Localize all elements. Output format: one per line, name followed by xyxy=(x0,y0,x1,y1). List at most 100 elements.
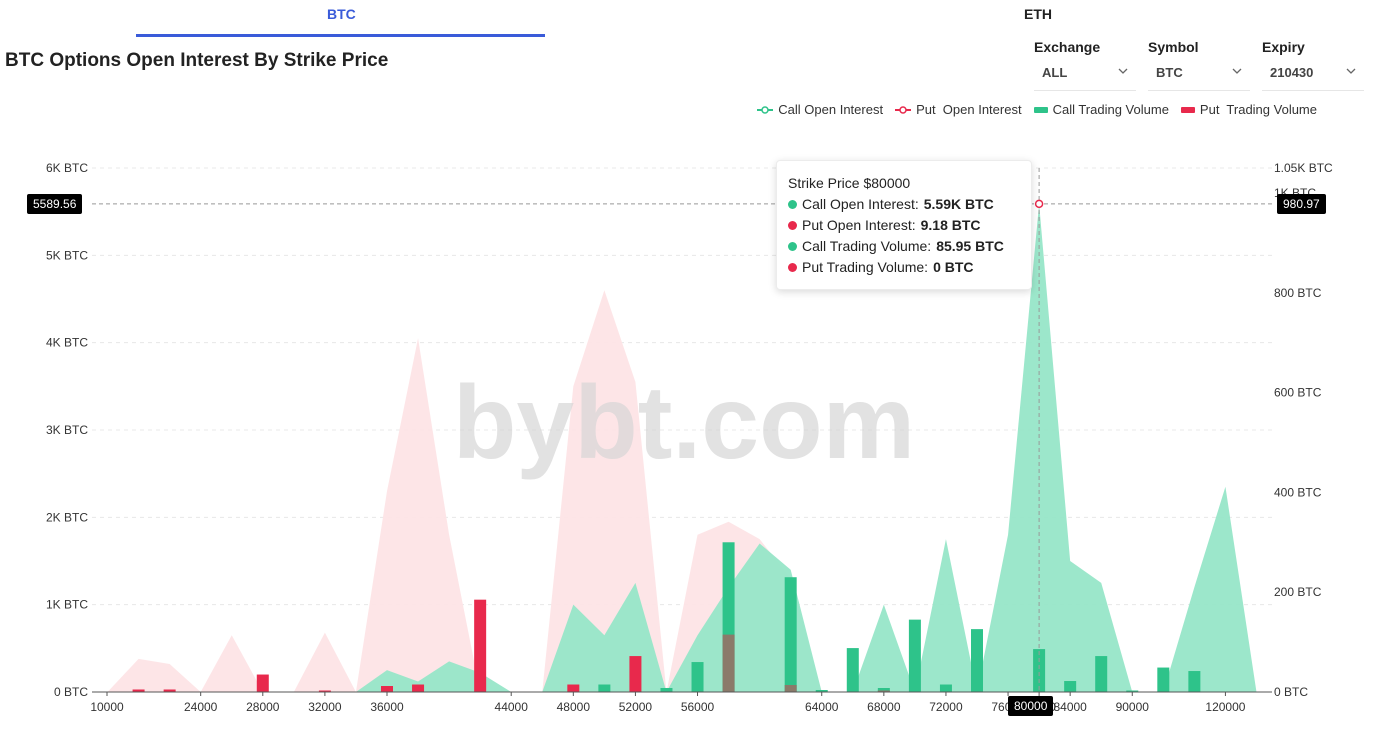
watermark: bybt.com xyxy=(453,365,915,481)
symbol-value: BTC xyxy=(1156,65,1183,80)
legend-call-volume-label: Call Trading Volume xyxy=(1052,102,1169,117)
legend-put-volume-label: Put Trading Volume xyxy=(1199,102,1317,117)
call-open-interest-area xyxy=(107,203,1257,692)
tooltip-value: 5.59K BTC xyxy=(923,196,994,212)
right-axis-tick-label: 600 BTC xyxy=(1274,386,1322,400)
put-volume-bar xyxy=(784,685,797,692)
x-axis-tick-label: 56000 xyxy=(681,700,715,714)
tab-btc[interactable]: BTC xyxy=(327,6,356,22)
legend-call-oi-label: Call Open Interest xyxy=(778,102,884,117)
line-marker-icon xyxy=(895,105,912,114)
call-volume-bar xyxy=(1033,649,1046,692)
call-volume-bar xyxy=(598,684,611,692)
right-axis-tick-label: 1.05K BTC xyxy=(1274,161,1333,175)
put-volume-bar xyxy=(256,674,269,692)
bar-swatch-icon xyxy=(1180,106,1195,113)
x-axis-tick-label: 10000 xyxy=(90,700,124,714)
call-volume-bar xyxy=(660,688,673,692)
tooltip-title: Strike Price $80000 xyxy=(788,175,911,191)
legend-call-oi[interactable]: Call Open Interest xyxy=(757,102,883,117)
call-volume-bar xyxy=(1064,681,1077,692)
chevron-down-icon xyxy=(1232,68,1242,74)
x-axis-tick-label: 44000 xyxy=(495,700,529,714)
call-volume-bar xyxy=(1126,690,1139,692)
right-axis-tick-label: 0 BTC xyxy=(1274,685,1308,699)
legend-put-oi-label: Put Open Interest xyxy=(916,102,1022,117)
put-volume-bar xyxy=(629,656,642,692)
put-open-interest-area xyxy=(107,290,1257,692)
tooltip-row: Put Trading Volume: 0 BTC xyxy=(788,259,974,275)
tooltip-value: 9.18 BTC xyxy=(920,217,981,233)
active-tab-indicator xyxy=(136,34,545,37)
tooltip-label: Call Trading Volume: xyxy=(802,238,932,254)
line-marker-icon xyxy=(757,105,774,114)
right-axis-tick-label: 200 BTC xyxy=(1274,585,1322,599)
right-axis-tick-label: 800 BTC xyxy=(1274,286,1322,300)
call-volume-bar xyxy=(971,629,983,692)
symbol-select[interactable]: BTC xyxy=(1148,60,1250,91)
expiry-value: 210430 xyxy=(1270,65,1314,80)
call-volume-bar xyxy=(939,684,952,692)
put-volume-bar xyxy=(132,689,145,692)
chart-legend: Call Open Interest Put Open Interest Cal… xyxy=(757,102,1317,117)
legend-put-oi[interactable]: Put Open Interest xyxy=(895,102,1022,117)
crosshair-left-value: 5589.56 xyxy=(27,194,83,214)
x-axis-tick-label: 32000 xyxy=(308,700,342,714)
crosshair-right-value: 980.97 xyxy=(1277,194,1326,214)
series-dot-icon xyxy=(788,199,797,209)
tooltip-label: Call Open Interest: xyxy=(802,196,919,212)
put-volume-bar xyxy=(163,689,176,692)
tooltip-label: Put Trading Volume: xyxy=(802,259,929,275)
tooltip-row: Call Open Interest: 5.59K BTC xyxy=(788,196,994,212)
tooltip-label: Put Open Interest: xyxy=(802,217,916,233)
chevron-down-icon xyxy=(1118,68,1128,74)
x-axis-tick-label: 36000 xyxy=(370,700,404,714)
tab-eth[interactable]: ETH xyxy=(1024,6,1052,22)
exchange-label: Exchange xyxy=(1034,39,1101,55)
tooltip-row: Put Open Interest: 9.18 BTC xyxy=(788,217,981,233)
put-volume-bar xyxy=(474,599,487,692)
put-volume-bar xyxy=(318,690,331,692)
left-axis-tick-label: 2K BTC xyxy=(46,510,88,524)
left-axis-tick-label: 1K BTC xyxy=(46,598,88,612)
call-volume-bar xyxy=(1157,667,1170,692)
expiry-select[interactable]: 210430 xyxy=(1262,60,1364,91)
legend-call-volume[interactable]: Call Trading Volume xyxy=(1033,102,1169,117)
crosshair-x-value: 80000 xyxy=(1008,696,1054,716)
chart-tooltip: Strike Price $80000 Call Open Interest: … xyxy=(776,160,1032,290)
tooltip-value: 0 BTC xyxy=(933,259,974,275)
x-axis-tick-label: 28000 xyxy=(246,700,280,714)
x-axis-tick-label: 90000 xyxy=(1116,700,1150,714)
x-axis-tick-label: 24000 xyxy=(184,700,218,714)
call-volume-bar xyxy=(815,690,828,692)
exchange-select[interactable]: ALL xyxy=(1034,60,1136,91)
left-axis-tick-label: 0 BTC xyxy=(54,685,88,699)
call-volume-bar xyxy=(877,688,890,692)
expiry-label: Expiry xyxy=(1262,39,1305,55)
symbol-label: Symbol xyxy=(1148,39,1199,55)
put-volume-bar xyxy=(567,684,580,692)
chevron-down-icon xyxy=(1346,68,1356,74)
put-volume-bar xyxy=(877,690,890,692)
left-axis-tick-label: 3K BTC xyxy=(46,423,88,437)
left-axis-tick-label: 4K BTC xyxy=(46,336,88,350)
x-axis-tick-label: 52000 xyxy=(619,700,653,714)
bar-swatch-icon xyxy=(1033,106,1048,113)
call-volume-bar xyxy=(1188,671,1201,692)
right-axis-tick-label: 400 BTC xyxy=(1274,485,1322,499)
x-axis-tick-label: 48000 xyxy=(557,700,591,714)
left-axis-tick-label: 5K BTC xyxy=(46,248,88,262)
call-volume-bar xyxy=(846,648,859,692)
page-title: BTC Options Open Interest By Strike Pric… xyxy=(5,50,389,71)
x-axis-tick-label: 120000 xyxy=(1205,700,1245,714)
tooltip-row: Call Trading Volume: 85.95 BTC xyxy=(788,238,1004,254)
call-volume-bar xyxy=(691,662,704,692)
x-axis-tick-label: 68000 xyxy=(867,700,901,714)
legend-put-volume[interactable]: Put Trading Volume xyxy=(1180,102,1317,117)
call-volume-bar xyxy=(1095,656,1108,692)
x-axis-tick-label: 72000 xyxy=(929,700,963,714)
series-dot-icon xyxy=(788,262,797,272)
x-axis-tick-label: 84000 xyxy=(1053,700,1087,714)
series-dot-icon xyxy=(788,220,797,230)
